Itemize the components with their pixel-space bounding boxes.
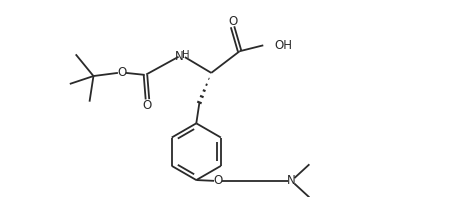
Text: O: O <box>213 174 223 187</box>
Text: N: N <box>287 174 296 187</box>
Text: N: N <box>174 50 183 63</box>
Text: O: O <box>228 15 237 28</box>
Text: O: O <box>117 66 126 79</box>
Text: OH: OH <box>274 39 292 52</box>
Text: H: H <box>182 50 189 60</box>
Text: O: O <box>143 99 152 112</box>
